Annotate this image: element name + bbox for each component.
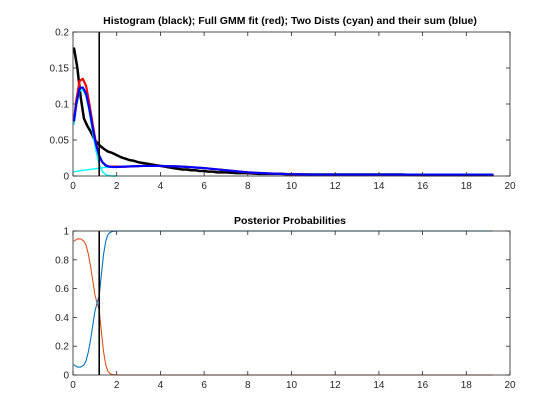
posterior-x-tick-label: 18 (461, 380, 473, 391)
histogram-x-tick-label: 8 (245, 181, 251, 192)
histogram-plot-ticks: 0 2 4 6 8 10 12 14 16 18 20 0 0.05 0.1 0.15 0.2 (50, 28, 516, 193)
histogram-plot-area (73, 32, 510, 176)
histogram-y-tick-label: 0 (63, 172, 69, 183)
histogram-x-tick-label: 18 (461, 181, 473, 192)
posterior-x-tick-label: 14 (373, 380, 385, 391)
posterior-y-tick-label: 1 (63, 227, 69, 238)
histogram-x-tick-label: 10 (286, 181, 298, 192)
posterior-x-tick-label: 20 (504, 380, 516, 391)
histogram-x-tick-label: 20 (504, 181, 516, 192)
histogram-y-tick-label: 0.2 (55, 28, 69, 39)
posterior-x-tick-label: 6 (201, 380, 207, 391)
posterior-plot-title: Posterior Probabilities (234, 215, 346, 227)
posterior-probabilities-plot: Posterior Probabilities 0 2 4 6 8 10 12 14 16 18 2… (55, 215, 516, 391)
posterior-plot-axes-box (72, 230, 511, 376)
histogram-x-tick-label: 2 (114, 181, 120, 192)
histogram-plot-axes-box (72, 31, 511, 177)
histogram-x-tick-label: 4 (158, 181, 164, 192)
histogram-plot-series (72, 32, 494, 177)
histogram-x-tick-label: 0 (70, 181, 76, 192)
histogram-x-tick-label: 12 (330, 181, 342, 192)
posterior-x-tick-label: 12 (330, 380, 342, 391)
posterior-x-tick-label: 0 (70, 380, 76, 391)
histogram-x-tick-label: 6 (201, 181, 207, 192)
posterior-y-tick-label: 0.6 (55, 284, 69, 295)
posterior-x-tick-label: 8 (245, 380, 251, 391)
histogram-y-tick-label: 0.05 (50, 136, 70, 147)
histogram-series-line-4 (72, 86, 494, 176)
histogram-y-tick-label: 0.1 (55, 100, 69, 111)
posterior-x-tick-label: 2 (114, 380, 120, 391)
posterior-y-tick-label: 0.8 (55, 255, 69, 266)
posterior-y-tick-label: 0.2 (55, 342, 69, 353)
histogram-x-tick-label: 16 (417, 181, 429, 192)
posterior-x-tick-label: 4 (158, 380, 164, 391)
histogram-y-tick-label: 0.15 (50, 64, 70, 75)
posterior-y-tick-label: 0 (63, 371, 69, 382)
histogram-plot-title: Histogram (black); Full GMM fit (red); T… (103, 15, 477, 27)
posterior-x-tick-label: 10 (286, 380, 298, 391)
histogram-x-tick-label: 14 (373, 181, 385, 192)
posterior-x-tick-label: 16 (417, 380, 429, 391)
posterior-y-tick-label: 0.4 (55, 313, 69, 324)
posterior-plot-area (73, 231, 510, 375)
histogram-gmm-plot: Histogram (black); Full GMM fit (red); T… (50, 15, 516, 192)
